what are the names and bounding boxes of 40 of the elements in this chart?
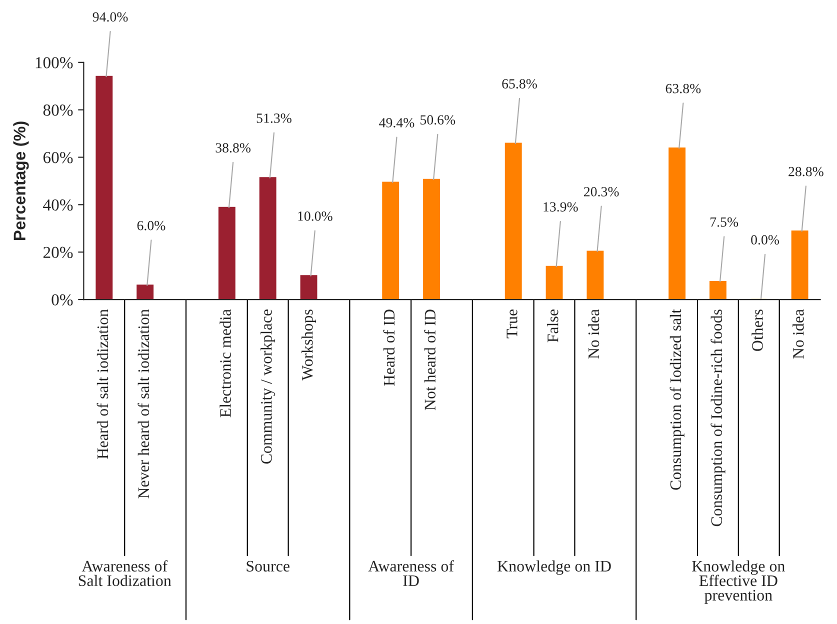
data-label: 51.3% xyxy=(256,114,292,123)
y-tick-label: 80% xyxy=(43,104,73,116)
y-tick-label: 100% xyxy=(36,57,73,68)
text: Knowledge on ID xyxy=(498,560,611,575)
y-axis-title: Percentage (%) xyxy=(13,122,29,240)
data-label: 28.8% xyxy=(788,166,824,176)
y-tick-label: 40% xyxy=(43,199,73,211)
x-tick-label: No idea xyxy=(588,309,600,359)
x-tick-label: Not heard of ID xyxy=(424,310,436,410)
x-tick-label: Others xyxy=(752,310,763,351)
x-tick-label: Consumption of Iodized salt xyxy=(670,309,684,490)
data-label: 6.0% xyxy=(137,220,166,230)
y-tick-label: 0% xyxy=(52,294,73,306)
x-tick-label: No idea xyxy=(792,309,804,359)
data-label: 7.5% xyxy=(710,217,738,227)
data-label: 13.9% xyxy=(544,202,578,212)
text: Awareness of ID xyxy=(368,560,454,586)
data-label: 38.8% xyxy=(216,143,251,153)
data-label: 49.4% xyxy=(379,118,414,128)
x-tick-label: Workshops xyxy=(302,310,316,380)
x-tick-label: Consumption of Iodine-rich foods xyxy=(710,310,726,526)
x-tick-label: False xyxy=(547,310,558,342)
x-tick-label: Never heard of salt iodization xyxy=(138,309,150,498)
text: Awareness of Salt Iodization xyxy=(78,560,172,586)
x-tick-label: Electronic media xyxy=(220,309,231,418)
text: Knowledge on Effective ID prevention xyxy=(692,560,785,604)
y-tick-label: 20% xyxy=(43,246,73,258)
data-label: 94.0% xyxy=(92,12,128,22)
data-label: 50.6% xyxy=(420,115,456,125)
x-tick-label: Heard of salt iodization xyxy=(96,309,108,459)
text: Source xyxy=(246,560,290,572)
data-label: 0.0% xyxy=(751,235,780,245)
data-label: 20.3% xyxy=(584,187,619,196)
data-label: 63.8% xyxy=(666,84,701,94)
x-tick-label: Heard of ID xyxy=(383,310,395,386)
data-label: 65.8% xyxy=(502,79,537,89)
y-tick-label: 60% xyxy=(43,152,73,164)
x-tick-label: Community / workplace xyxy=(260,310,276,464)
x-tick-label: True xyxy=(506,310,518,338)
data-label: 10.0% xyxy=(298,211,332,221)
